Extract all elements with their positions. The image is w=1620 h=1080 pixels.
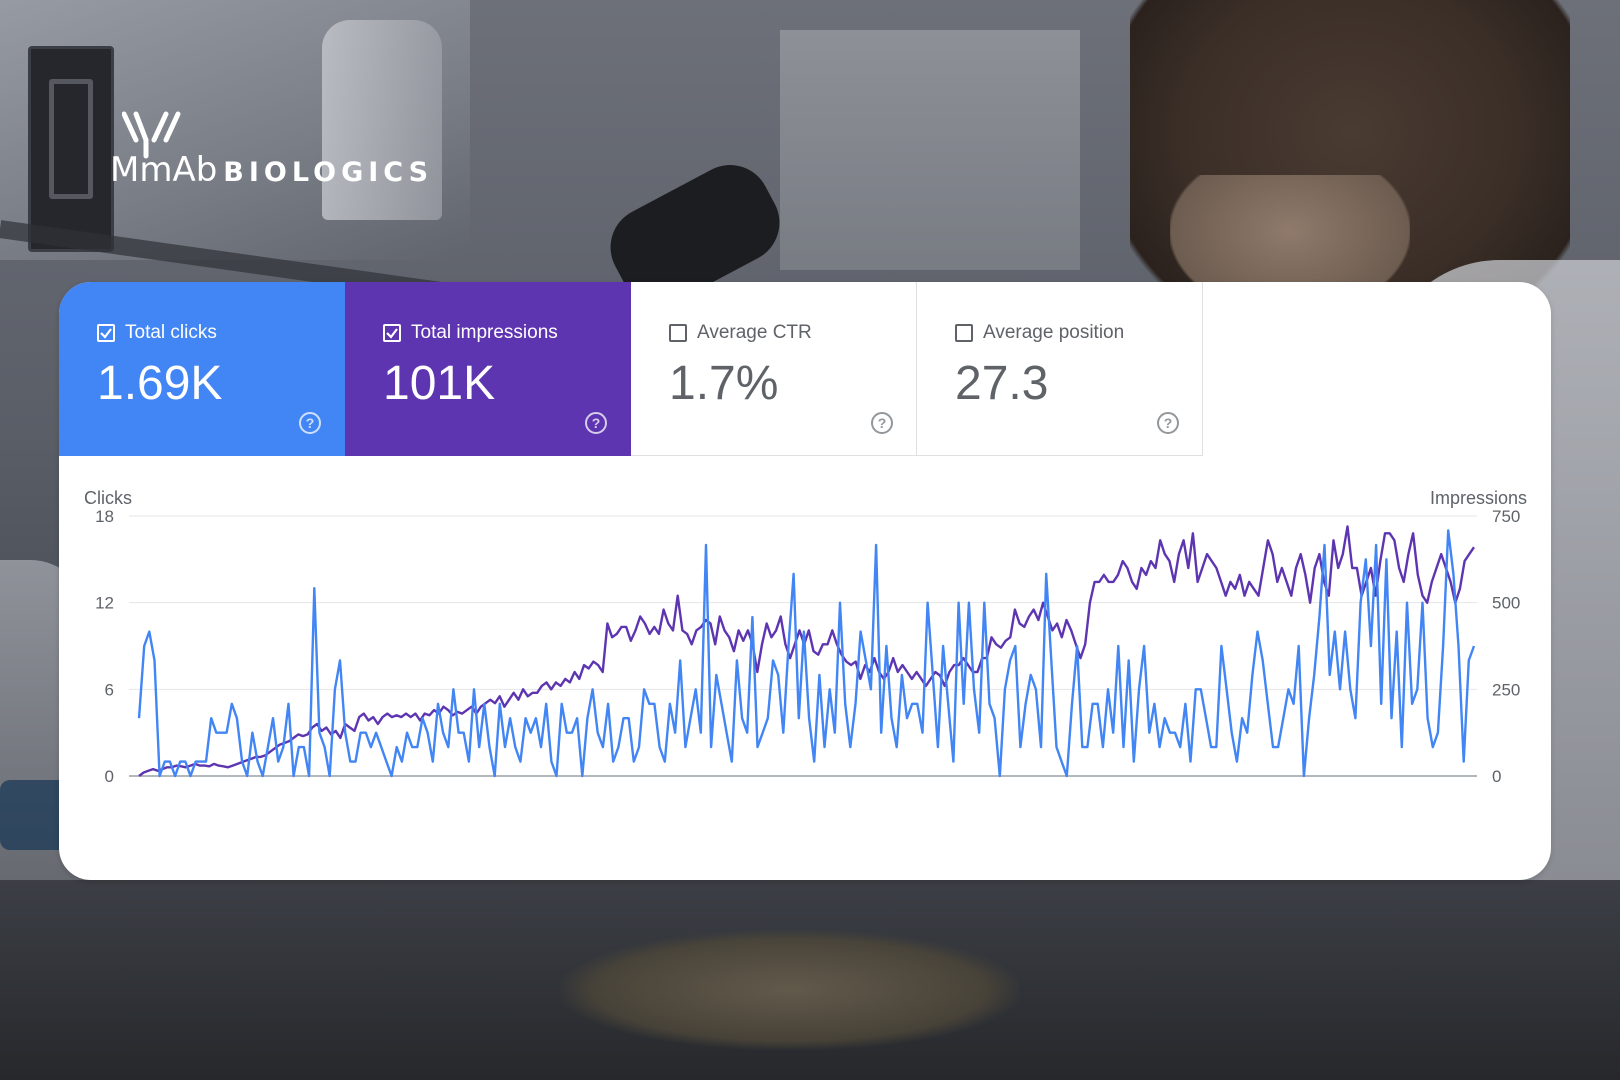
right-tick-label: 0: [1492, 767, 1501, 786]
checkbox-unchecked-icon[interactable]: [955, 324, 973, 342]
help-circle-icon[interactable]: ?: [585, 412, 607, 434]
left-tick-label: 6: [105, 680, 114, 699]
right-tick-label: 250: [1492, 680, 1520, 699]
antibody-icon: [122, 111, 181, 159]
left-tick-label: 12: [95, 594, 114, 613]
metric-label: Average CTR: [697, 322, 812, 343]
chart-svg: Clicks Impressions 0 6 12 18 0 250 500 750: [84, 488, 1527, 786]
background-bottle: [322, 20, 442, 220]
help-circle-icon[interactable]: ?: [299, 412, 321, 434]
metric-label: Total clicks: [125, 322, 217, 343]
right-axis-title: Impressions: [1430, 488, 1527, 508]
metric-value: 1.7%: [669, 357, 779, 410]
performance-chart: Clicks Impressions 0 6 12 18 0 250 500 750: [59, 456, 1551, 880]
checkbox-checked-icon[interactable]: [97, 324, 115, 342]
metric-value: 101K: [383, 357, 496, 410]
brand-name: MmAb BIOLOGICS: [110, 150, 433, 190]
tick-labels: 0 6 12 18 0 250 500 750: [95, 507, 1520, 786]
clicks-series-line: [137, 529, 1476, 778]
left-tick-label: 0: [105, 767, 114, 786]
right-tick-label: 750: [1492, 507, 1520, 526]
checkbox-unchecked-icon[interactable]: [669, 324, 687, 342]
performance-card: Total clicks 1.69K ? Total impressions 1…: [59, 282, 1551, 880]
right-tick-label: 500: [1492, 594, 1520, 613]
metric-value: 1.69K: [97, 357, 223, 410]
help-circle-icon[interactable]: ?: [871, 412, 893, 434]
metric-value: 27.3: [955, 357, 1049, 410]
left-axis-title: Clicks: [84, 488, 132, 508]
impressions-series-line: [138, 525, 1475, 777]
metric-label: Average position: [983, 322, 1125, 343]
help-circle-icon[interactable]: ?: [1157, 412, 1179, 434]
background-window: [780, 30, 1080, 270]
grid-lines: [129, 515, 1477, 777]
background-cabinet: [28, 46, 114, 252]
metric-average-position[interactable]: Average position 27.3 ?: [917, 282, 1203, 456]
checkbox-checked-icon[interactable]: [383, 324, 401, 342]
metric-label: Total impressions: [411, 322, 558, 343]
metric-tabs: Total clicks 1.69K ? Total impressions 1…: [59, 282, 1203, 456]
brand-name-mmab: MmAb: [110, 150, 218, 190]
left-tick-label: 18: [95, 507, 114, 526]
series-lines: [137, 525, 1476, 778]
brand-name-biologics: BIOLOGICS: [223, 157, 434, 188]
metric-total-clicks[interactable]: Total clicks 1.69K ?: [59, 282, 345, 456]
metric-average-ctr[interactable]: Average CTR 1.7% ?: [631, 282, 917, 456]
metric-total-impressions[interactable]: Total impressions 101K ?: [345, 282, 631, 456]
background-sample-tray: [560, 930, 1020, 1050]
